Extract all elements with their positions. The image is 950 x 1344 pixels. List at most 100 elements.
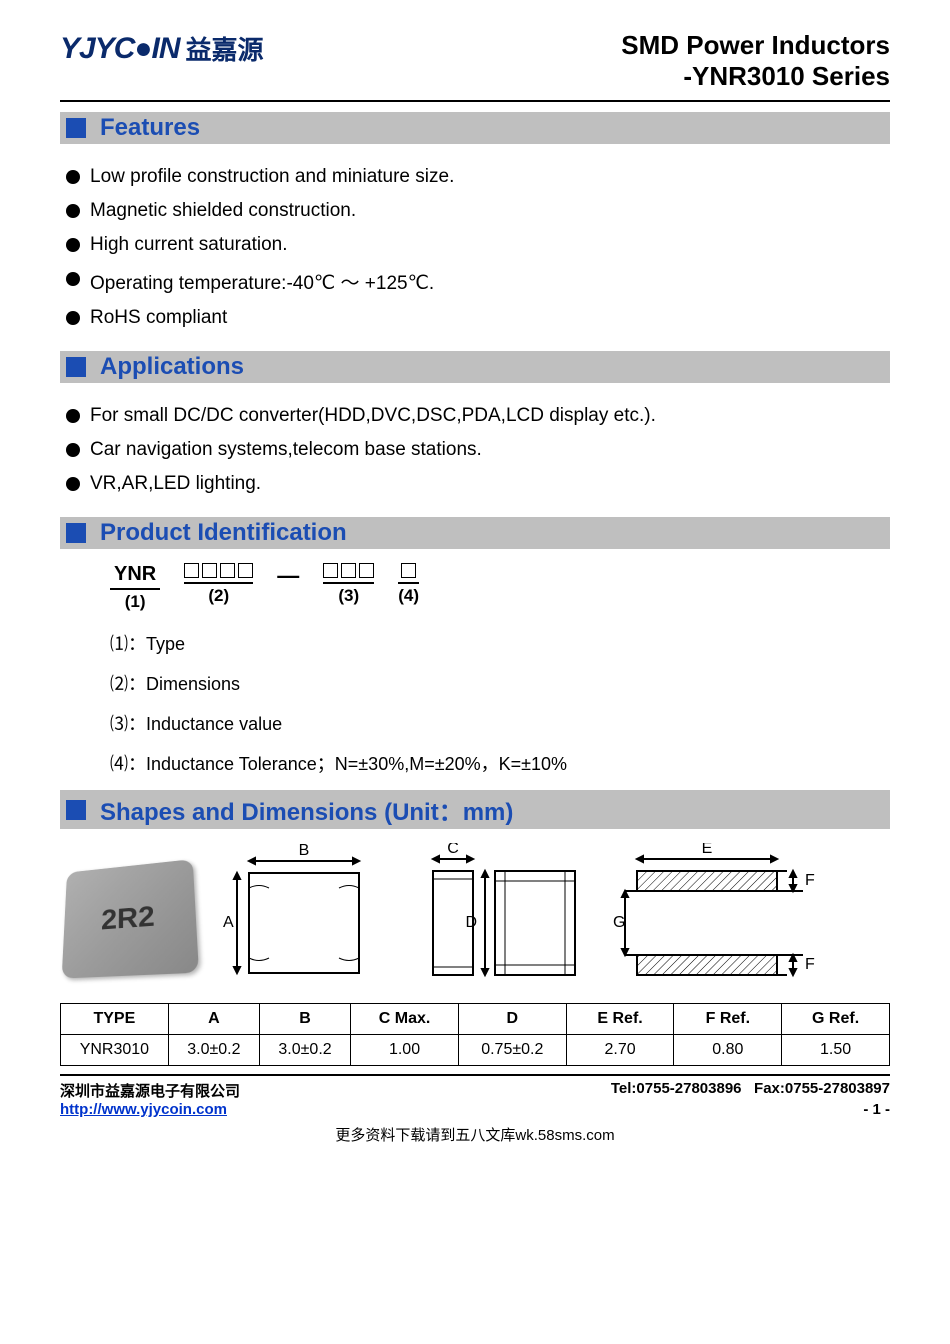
- table-row: YNR30103.0±0.23.0±0.21.000.75±0.22.700.8…: [61, 1035, 890, 1066]
- table-header: D: [458, 1004, 566, 1035]
- list-item: Low profile construction and miniature s…: [66, 166, 890, 188]
- list-item: For small DC/DC converter(HDD,DVC,DSC,PD…: [66, 405, 890, 427]
- logo-cn: 益嘉源: [186, 30, 264, 67]
- dim-label-a: A: [223, 914, 234, 931]
- page-header: YJYC●IN 益嘉源 SMD Power Inductors -YNR3010…: [60, 30, 890, 102]
- page-number: - 1 -: [863, 1101, 890, 1118]
- item-text: Magnetic shielded construction.: [90, 200, 356, 222]
- table-cell: 3.0±0.2: [259, 1035, 350, 1066]
- chip-label: 2R2: [101, 900, 155, 936]
- bullet-icon: [66, 477, 80, 491]
- logo-text: YJYC●IN: [60, 32, 180, 66]
- table-cell: 0.80: [674, 1035, 782, 1066]
- list-item: Car navigation systems,telecom base stat…: [66, 439, 890, 461]
- ident-legend: ⑴：Type ⑵：Dimensions ⑶：Inductance value ⑷…: [110, 630, 890, 776]
- dim-label-c: C: [447, 843, 459, 857]
- bullet-icon: [66, 204, 80, 218]
- section-features: Features: [60, 112, 890, 144]
- table-header: G Ref.: [782, 1004, 890, 1035]
- title-line-2: -YNR3010 Series: [621, 61, 890, 92]
- table-cell: 1.00: [351, 1035, 459, 1066]
- tel: Tel:0755-27803896: [611, 1080, 742, 1097]
- dash-icon: —: [277, 563, 299, 589]
- doc-title: SMD Power Inductors -YNR3010 Series: [621, 30, 890, 92]
- ident-part-1: YNR (1): [110, 563, 160, 612]
- section-square-icon: [66, 118, 86, 138]
- ident-bottom: (1): [110, 592, 160, 612]
- company-name: 深圳市益嘉源电子有限公司: [60, 1080, 240, 1101]
- dim-label-f2: F: [805, 956, 815, 973]
- placeholder-box-icon: [323, 563, 338, 578]
- table-cell: 1.50: [782, 1035, 890, 1066]
- pad-layout-diagram: E F F G: [607, 843, 827, 993]
- website-link[interactable]: http://www.yjycoin.com: [60, 1101, 227, 1118]
- placeholder-box-icon: [238, 563, 253, 578]
- contact-block: Tel:0755-27803896 Fax:0755-27803897: [611, 1080, 890, 1101]
- item-text: Operating temperature:-40℃ ～ +125℃.: [90, 268, 434, 295]
- item-text: VR,AR,LED lighting.: [90, 473, 261, 495]
- bullet-icon: [66, 409, 80, 423]
- section-square-icon: [66, 357, 86, 377]
- item-text: Car navigation systems,telecom base stat…: [90, 439, 482, 461]
- list-item: VR,AR,LED lighting.: [66, 473, 890, 495]
- table-header: F Ref.: [674, 1004, 782, 1035]
- legend-item: ⑵：Dimensions: [110, 670, 890, 696]
- side-view-diagram: C D: [403, 843, 593, 993]
- dim-label-d: D: [465, 914, 477, 931]
- ident-bottom: (2): [184, 586, 253, 606]
- bullet-icon: [66, 311, 80, 325]
- dim-label-f: F: [805, 872, 815, 889]
- list-item: Operating temperature:-40℃ ～ +125℃.: [66, 268, 890, 295]
- table-header: E Ref.: [566, 1004, 674, 1035]
- list-item: High current saturation.: [66, 234, 890, 256]
- ident-part-4: (4): [398, 563, 419, 606]
- ident-bottom: (3): [323, 586, 374, 606]
- item-text: RoHS compliant: [90, 307, 227, 329]
- dimensions-table: TYPEABC Max.DE Ref.F Ref.G Ref. YNR30103…: [60, 1003, 890, 1066]
- legend-item: ⑷：Inductance Tolerance；N=±30%,M=±20%，K=±…: [110, 750, 890, 776]
- bullet-icon: [66, 272, 80, 286]
- bottom-note: 更多资料下载请到五八文库wk.58sms.com: [60, 1124, 890, 1145]
- item-text: High current saturation.: [90, 234, 288, 256]
- applications-list: For small DC/DC converter(HDD,DVC,DSC,PD…: [60, 383, 890, 511]
- chip-image: 2R2: [62, 859, 199, 978]
- table-header: A: [168, 1004, 259, 1035]
- item-text: Low profile construction and miniature s…: [90, 166, 454, 188]
- section-square-icon: [66, 800, 86, 820]
- section-applications: Applications: [60, 351, 890, 383]
- section-title: Features: [100, 114, 200, 142]
- placeholder-box-icon: [401, 563, 416, 578]
- placeholder-box-icon: [341, 563, 356, 578]
- section-title: Product Identification: [100, 519, 347, 547]
- table-header: TYPE: [61, 1004, 169, 1035]
- table-header-row: TYPEABC Max.DE Ref.F Ref.G Ref.: [61, 1004, 890, 1035]
- ident-top: YNR: [110, 563, 160, 590]
- section-shapes: Shapes and Dimensions (Unit：mm): [60, 790, 890, 829]
- placeholder-box-icon: [359, 563, 374, 578]
- section-product-id: Product Identification: [60, 517, 890, 549]
- dim-label-g: G: [613, 914, 625, 931]
- placeholder-box-icon: [220, 563, 235, 578]
- table-cell: 0.75±0.2: [458, 1035, 566, 1066]
- features-list: Low profile construction and miniature s…: [60, 144, 890, 345]
- placeholder-box-icon: [202, 563, 217, 578]
- table-header: B: [259, 1004, 350, 1035]
- bullet-icon: [66, 170, 80, 184]
- legend-item: ⑶：Inductance value: [110, 710, 890, 736]
- page-footer: 深圳市益嘉源电子有限公司 Tel:0755-27803896 Fax:0755-…: [60, 1074, 890, 1118]
- section-title: Shapes and Dimensions (Unit：mm): [100, 792, 513, 827]
- shapes-row: 2R2 B A C D: [60, 843, 890, 993]
- item-text: For small DC/DC converter(HDD,DVC,DSC,PD…: [90, 405, 656, 427]
- list-item: RoHS compliant: [66, 307, 890, 329]
- table-header: C Max.: [351, 1004, 459, 1035]
- ident-diagram: YNR (1) (2) — (3) (4): [110, 563, 890, 612]
- list-item: Magnetic shielded construction.: [66, 200, 890, 222]
- footer-row: http://www.yjycoin.com - 1 -: [60, 1101, 890, 1118]
- section-square-icon: [66, 523, 86, 543]
- placeholder-box-icon: [184, 563, 199, 578]
- logo: YJYC●IN 益嘉源: [60, 30, 264, 67]
- ident-squares: [184, 563, 253, 584]
- table-cell: 3.0±0.2: [168, 1035, 259, 1066]
- table-cell: 2.70: [566, 1035, 674, 1066]
- ident-bottom: (4): [398, 586, 419, 606]
